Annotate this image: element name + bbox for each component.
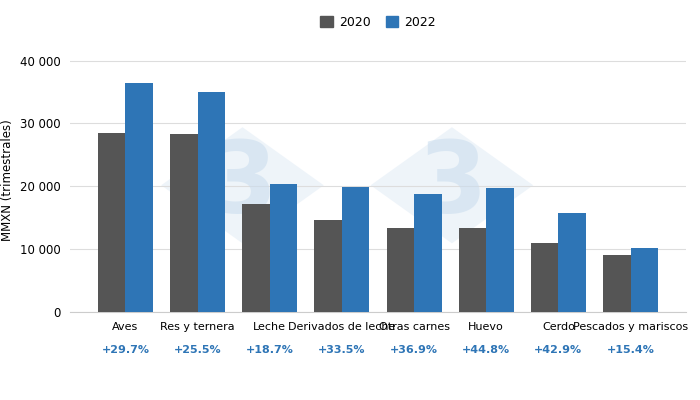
Bar: [559, 213, 586, 312]
Y-axis label: MMXN (trimestrales): MMXN (trimestrales): [1, 119, 14, 241]
Bar: [342, 187, 370, 312]
Polygon shape: [370, 127, 533, 243]
Bar: [414, 194, 442, 312]
Bar: [531, 243, 559, 312]
Legend: 2020, 2022: 2020, 2022: [316, 12, 440, 32]
Bar: [486, 188, 514, 312]
Bar: [98, 133, 125, 312]
Polygon shape: [161, 127, 324, 243]
Bar: [242, 204, 270, 312]
Bar: [603, 256, 631, 312]
Text: 3: 3: [208, 137, 277, 234]
Bar: [125, 82, 153, 312]
Text: +33.5%: +33.5%: [318, 345, 365, 355]
Bar: [314, 220, 342, 312]
Text: +44.8%: +44.8%: [462, 345, 510, 355]
Text: +29.7%: +29.7%: [102, 345, 149, 355]
Text: +25.5%: +25.5%: [174, 345, 221, 355]
Text: 3: 3: [417, 137, 486, 234]
Bar: [458, 228, 486, 312]
Bar: [631, 248, 658, 312]
Bar: [270, 184, 298, 312]
Bar: [386, 228, 414, 312]
Text: +18.7%: +18.7%: [246, 345, 294, 355]
Text: +42.9%: +42.9%: [534, 345, 582, 355]
Bar: [170, 134, 197, 312]
Text: +15.4%: +15.4%: [607, 345, 654, 355]
Text: +36.9%: +36.9%: [390, 345, 438, 355]
Bar: [197, 92, 225, 312]
